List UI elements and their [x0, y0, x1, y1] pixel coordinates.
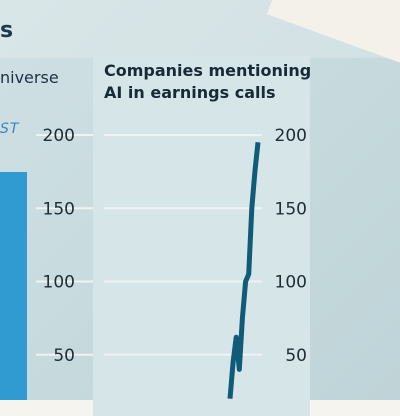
- right-chart-tick-labels: 50 100 150 200: [275, 126, 307, 366]
- left-tick-label-150: 150: [43, 199, 75, 219]
- right-chart-panel: [93, 56, 310, 416]
- right-chart-title: Companies mentioning AI in earnings call…: [104, 60, 311, 104]
- heading-fragment: s: [0, 18, 14, 43]
- right-chart-gridlines: [104, 134, 262, 356]
- left-chart-title-fragment: niverse: [0, 68, 59, 87]
- left-chart-legend-fragment: ST: [0, 121, 20, 137]
- left-chart-tick-labels: 50 100 150 200: [43, 126, 75, 366]
- right-tick-label-200: 200: [275, 126, 307, 146]
- left-tick-label-50: 50: [53, 346, 75, 366]
- right-tick-label-150: 150: [275, 199, 307, 219]
- right-chart-title-line-1: Companies mentioning: [104, 61, 312, 80]
- left-tick-label-200: 200: [43, 126, 75, 146]
- charts-plot: 50 100 150 200 50 100 150 200: [36, 126, 307, 399]
- right-chart-line: [227, 142, 261, 399]
- left-chart-gridlines: [36, 134, 93, 356]
- right-tick-label-100: 100: [275, 273, 307, 293]
- right-tick-label-50: 50: [285, 346, 307, 366]
- right-chart-title-line-2: AI in earnings calls: [104, 83, 276, 102]
- left-chart-bar: [0, 171, 27, 400]
- right-chart-line-series: [227, 142, 261, 399]
- left-tick-label-100: 100: [43, 273, 75, 293]
